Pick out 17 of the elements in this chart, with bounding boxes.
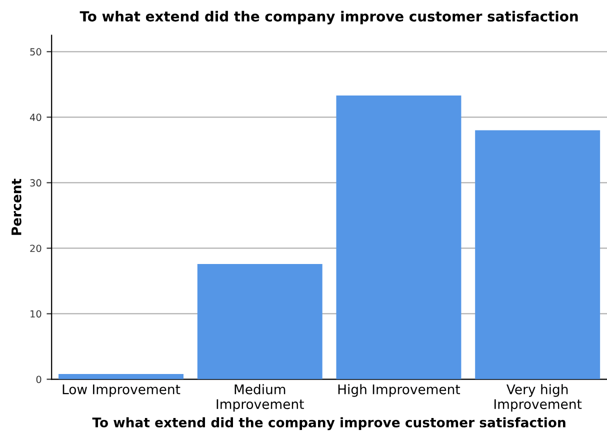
y-tick-label: 10: [30, 310, 42, 318]
y-tick-label: 40: [30, 114, 42, 122]
chart-title: To what extend did the company improve customer satisfaction: [80, 10, 578, 24]
y-tick-label: 50: [30, 48, 42, 56]
y-tick-label: 20: [30, 244, 42, 252]
x-axis-title: To what extend did the company improve customer satisfaction: [92, 417, 566, 430]
bar: [336, 96, 462, 380]
y-tick-label: 30: [30, 179, 42, 187]
x-tick-label: Very high Improvement: [494, 384, 582, 412]
bar: [197, 264, 322, 380]
bar: [58, 374, 184, 380]
x-tick-label: High Improvement: [338, 384, 460, 397]
bar: [475, 130, 600, 380]
x-tick-label: Medium Improvement: [216, 384, 304, 412]
x-tick-label: Low Improvement: [62, 384, 180, 397]
y-axis-title: Percent: [12, 178, 22, 235]
y-tick-label: 0: [36, 376, 42, 384]
